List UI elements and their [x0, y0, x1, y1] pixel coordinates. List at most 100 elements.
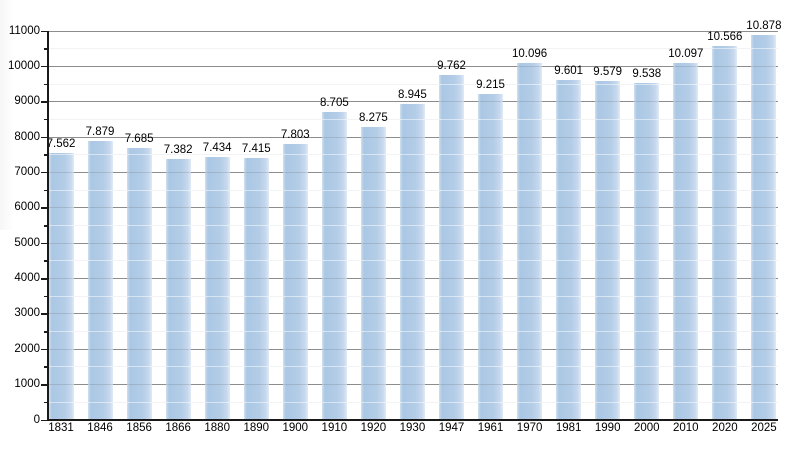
bar — [360, 127, 386, 420]
bar-value-label: 7.382 — [163, 143, 193, 156]
gridline-minor-overlay — [48, 189, 778, 191]
gridline-major-overlay — [48, 30, 778, 32]
bar-value-label: 8.705 — [319, 97, 349, 110]
x-axis-label: 1880 — [204, 422, 230, 434]
x-axis-label: 1846 — [87, 422, 113, 434]
gridline-minor-overlay — [48, 48, 778, 50]
y-major-tick — [41, 278, 48, 280]
x-axis-line — [47, 419, 778, 421]
y-axis-label: 0 — [33, 413, 40, 426]
y-minor-tick — [44, 83, 48, 86]
y-axis-line — [47, 31, 49, 421]
bar-value-label: 10.566 — [707, 31, 743, 44]
bar — [399, 103, 425, 420]
gridline-major — [48, 30, 778, 32]
y-axis-label: 4000 — [14, 272, 40, 285]
bar — [556, 80, 582, 420]
y-axis-label: 7000 — [14, 165, 40, 178]
gridline-minor-overlay — [48, 260, 778, 262]
y-minor-tick — [44, 189, 48, 192]
y-minor-tick — [44, 401, 48, 404]
bar — [751, 35, 777, 420]
bar — [439, 74, 464, 420]
y-minor-tick — [44, 48, 48, 50]
gridline-major — [48, 65, 778, 67]
y-axis-label: 10000 — [8, 59, 40, 72]
bar-value-label: 10.878 — [746, 20, 782, 33]
x-axis-label: 2025 — [751, 422, 777, 434]
x-axis-label: 1920 — [360, 422, 387, 434]
y-major-tick — [41, 348, 48, 351]
gridline-major-overlay — [48, 207, 778, 209]
gridline-major-overlay — [48, 171, 778, 173]
y-minor-tick — [44, 118, 48, 121]
x-axis-label: 1947 — [438, 422, 465, 434]
x-axis-label: 1930 — [399, 422, 426, 434]
gridline-major-overlay — [48, 278, 778, 280]
y-major-tick — [41, 136, 48, 139]
corner-shade — [0, 0, 14, 230]
y-axis-label: 5000 — [14, 236, 40, 249]
bar-value-label: 7.434 — [202, 142, 232, 155]
bar-value-label: 8.945 — [398, 88, 427, 101]
bar — [478, 94, 504, 420]
gridline-minor-overlay — [48, 83, 778, 85]
y-axis-label: 6000 — [14, 201, 40, 214]
bar-value-label: 9.762 — [437, 59, 466, 72]
y-major-tick — [41, 313, 48, 315]
bar-value-label: 9.601 — [554, 65, 584, 78]
x-axis-label: 1981 — [555, 422, 582, 434]
y-major-tick — [41, 65, 48, 68]
bar — [517, 62, 543, 420]
y-major-tick — [41, 171, 48, 174]
x-axis-label: 1831 — [48, 422, 74, 434]
gridline-major-overlay — [48, 65, 778, 67]
y-major-tick — [41, 419, 48, 421]
y-axis-label: 3000 — [14, 307, 40, 320]
bar-value-label: 9.538 — [632, 67, 662, 80]
gridline-major-overlay — [48, 136, 778, 138]
bar-value-label: 7.685 — [124, 133, 154, 146]
bar — [165, 158, 191, 420]
bar-value-label: 7.803 — [280, 129, 310, 142]
x-axis-label: 2020 — [712, 422, 738, 434]
gridline-major-overlay — [48, 101, 778, 103]
y-axis-label: 2000 — [14, 342, 40, 355]
bar-value-label: 8.275 — [359, 112, 388, 125]
bar-value-label: 7.879 — [85, 126, 115, 139]
x-axis-label: 1990 — [594, 422, 621, 434]
bar — [87, 141, 113, 420]
gridline-minor-overlay — [48, 401, 778, 403]
y-minor-tick — [44, 295, 48, 298]
y-minor-tick — [44, 154, 48, 156]
gridline-minor-overlay — [48, 154, 778, 156]
bar — [243, 157, 269, 420]
x-axis-label: 1961 — [477, 422, 504, 434]
gridline-major-overlay — [48, 242, 778, 244]
bar — [282, 144, 308, 420]
y-major-tick — [41, 207, 48, 209]
bar-value-label: 9.215 — [476, 79, 505, 92]
bar — [595, 81, 621, 420]
y-axis-label: 1000 — [14, 378, 40, 391]
gridline-major — [48, 101, 778, 103]
y-minor-tick — [44, 225, 48, 227]
gridline-minor-overlay — [48, 225, 778, 226]
bar — [48, 152, 74, 420]
bar — [634, 82, 660, 420]
gridline-major-overlay — [48, 313, 778, 315]
y-axis-label: 11000 — [8, 24, 40, 37]
x-axis-label: 1900 — [282, 422, 309, 434]
y-axis-label: 8000 — [14, 130, 40, 143]
bar — [126, 148, 152, 420]
y-axis-label: 9000 — [14, 95, 40, 108]
bar — [673, 62, 699, 420]
y-major-tick — [41, 242, 48, 245]
plot-area: 7.562 7.879 7.685 7.382 7.434 7.415 7.803 8.705… — [47, 20, 781, 420]
gridline-minor-overlay — [48, 366, 778, 368]
bar-value-label: 9.579 — [593, 66, 623, 79]
x-axis-label: 1890 — [243, 422, 270, 434]
bar — [321, 112, 347, 420]
x-axis-label: 1866 — [165, 422, 191, 434]
